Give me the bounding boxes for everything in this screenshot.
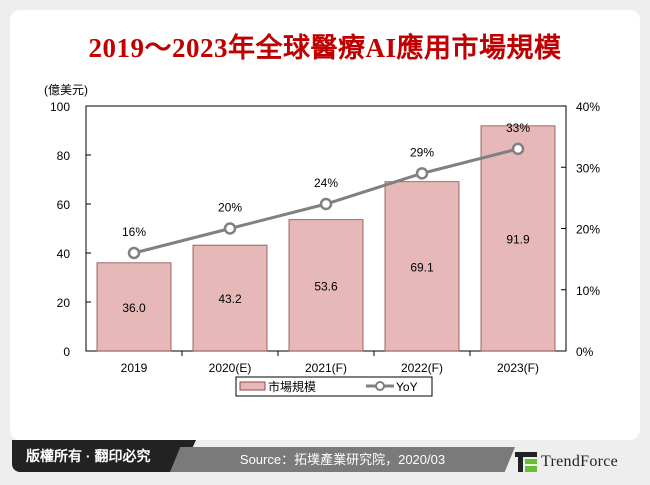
x-tick-label: 2021(F) (305, 361, 347, 375)
legend-line-label: YoY (396, 380, 418, 394)
y-tick-label: 0 (63, 345, 70, 359)
y-tick-label: 80 (57, 149, 71, 163)
y-tick-label: 100 (50, 100, 70, 114)
copyright-banner: 版權所有 · 翻印必究 (12, 440, 196, 472)
yoy-label: 16% (122, 225, 146, 239)
trendforce-logo: TrendForce (515, 452, 618, 472)
trendforce-logo-icon (515, 452, 537, 472)
yoy-point (319, 197, 333, 211)
y-axis-label: (億美元) (44, 83, 88, 97)
yoy-label: 20% (218, 201, 242, 215)
x-tick-label: 2019 (121, 361, 148, 375)
bar-label: 69.1 (410, 260, 434, 274)
bar (288, 219, 364, 352)
x-tick-label: 2020(E) (209, 361, 252, 375)
bar (96, 262, 172, 352)
yoy-label: 33% (506, 121, 530, 135)
y2-tick-label: 20% (576, 223, 600, 237)
y2-tick-label: 30% (576, 161, 600, 175)
bar-label: 91.9 (506, 232, 530, 246)
x-tick-label: 2023(F) (497, 361, 539, 375)
y-tick-label: 40 (57, 247, 71, 261)
bar-label: 36.0 (122, 301, 146, 315)
bar (384, 181, 460, 352)
legend-bar-swatch (239, 381, 266, 391)
x-tick-label: 2022(F) (401, 361, 443, 375)
y2-tick-label: 0% (576, 345, 594, 359)
logo-text: TrendForce (541, 453, 619, 470)
bar-label: 43.2 (218, 292, 242, 306)
y2-tick-label: 10% (576, 284, 600, 298)
yoy-label: 29% (410, 145, 434, 159)
yoy-point (511, 142, 525, 156)
yoy-point (223, 222, 237, 235)
bar-label: 53.6 (314, 279, 338, 293)
yoy-point (415, 167, 429, 180)
legend (235, 376, 433, 397)
yoy-label: 24% (314, 176, 338, 190)
yoy-point (127, 246, 141, 260)
bar (480, 125, 556, 352)
source-note: Source：拓墣產業研究院，2020/03 (170, 447, 515, 472)
chart-title: 2019～2023年全球醫療AI應用市場規模 (88, 33, 562, 63)
legend-bar-label: 市場規模 (268, 379, 316, 394)
y-tick-label: 60 (57, 198, 71, 212)
bar (192, 244, 268, 352)
legend-line-marker (375, 381, 385, 391)
y2-tick-label: 40% (576, 100, 600, 114)
y-tick-label: 20 (57, 296, 71, 310)
